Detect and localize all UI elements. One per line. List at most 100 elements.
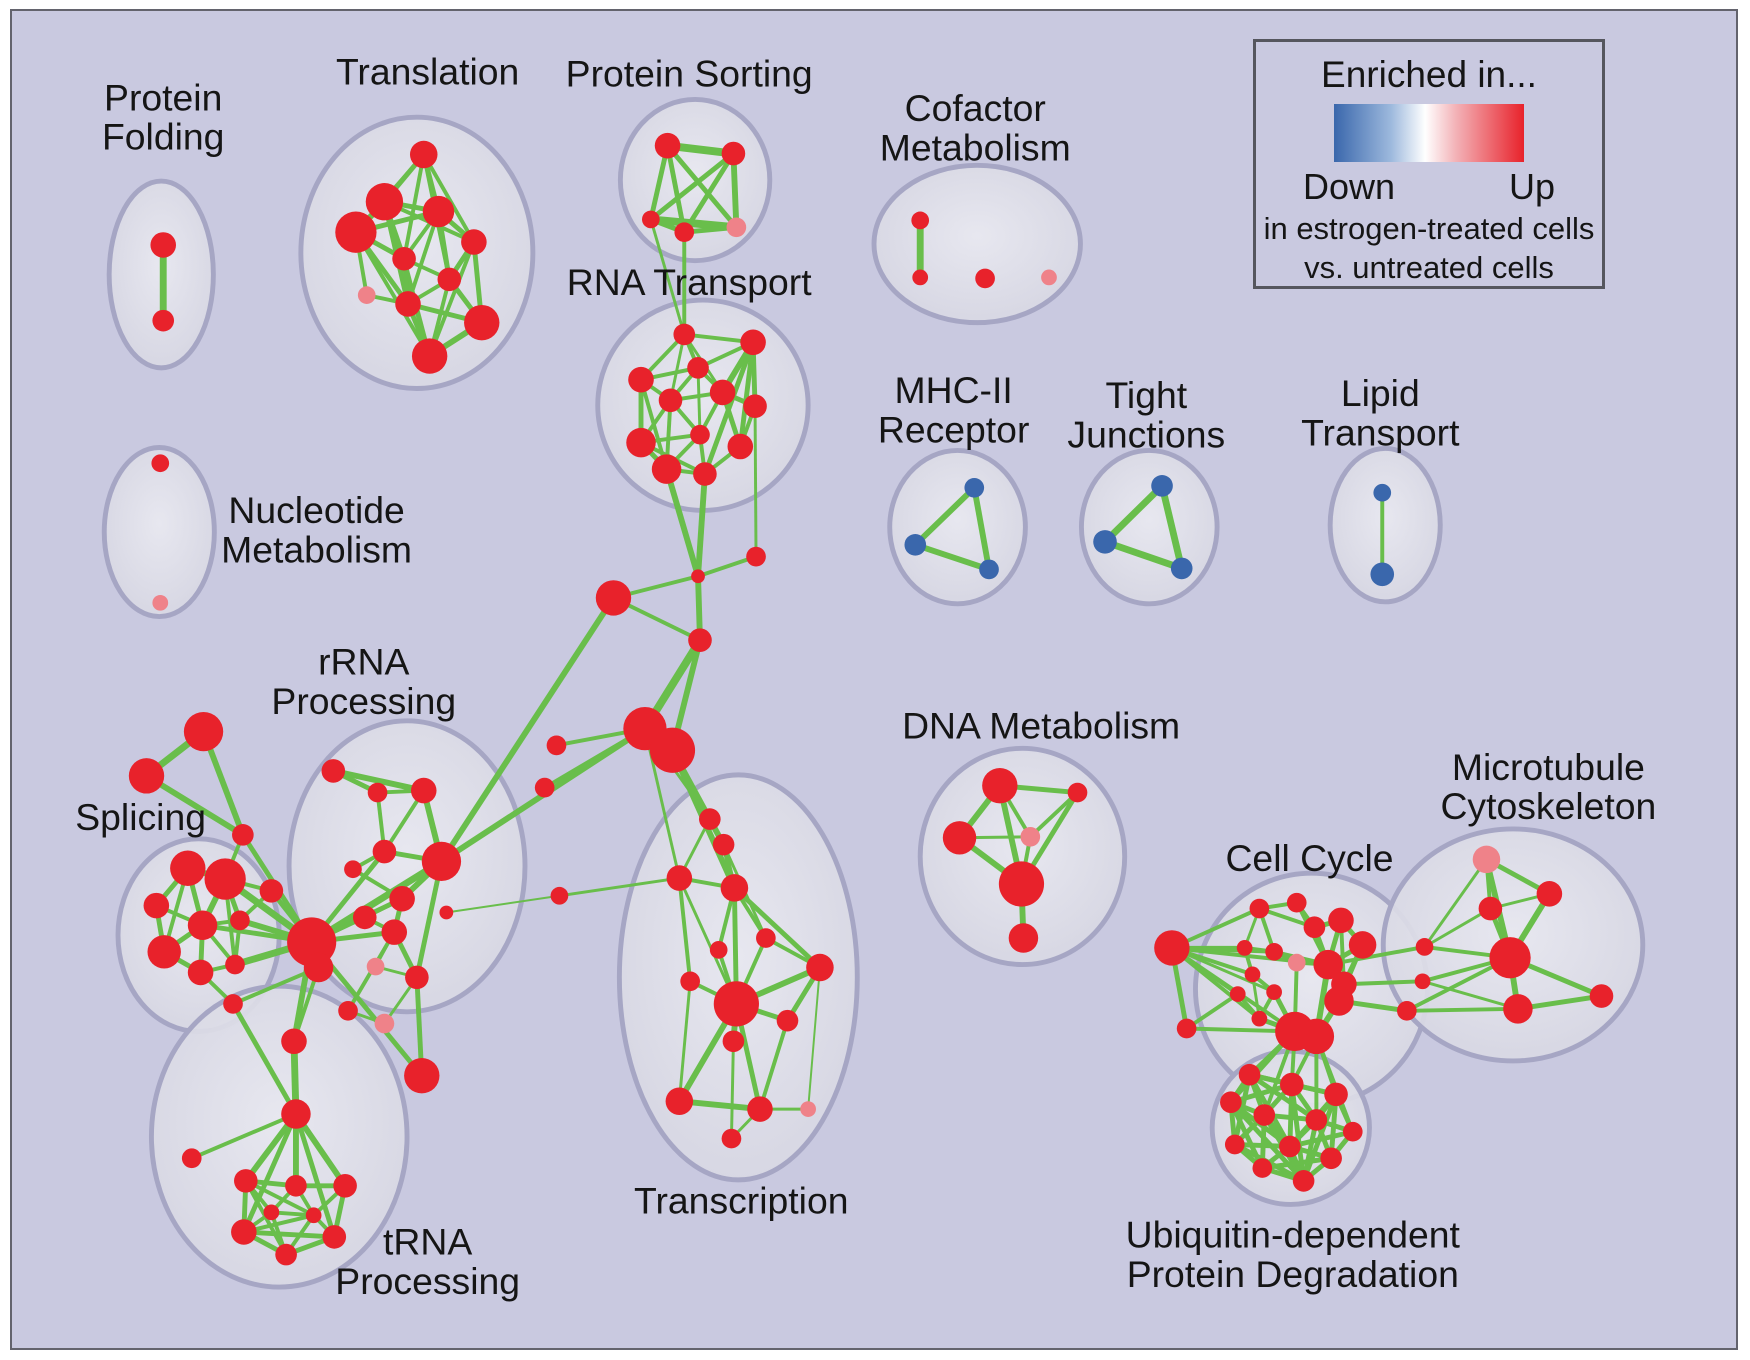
node-cc19[interactable]: [1414, 973, 1431, 990]
node-rt11[interactable]: [651, 454, 682, 484]
node-mth[interactable]: [1489, 937, 1531, 979]
node-rt5[interactable]: [658, 388, 683, 413]
node-mh1[interactable]: [964, 477, 985, 498]
node-cb2[interactable]: [1298, 1018, 1335, 1055]
node-rr8[interactable]: [381, 919, 408, 945]
node-mt3[interactable]: [1503, 994, 1533, 1024]
node-sp4[interactable]: [187, 910, 218, 941]
node-mt1[interactable]: [1536, 881, 1563, 907]
node-c6[interactable]: [534, 777, 555, 798]
node-tn6[interactable]: [275, 1243, 297, 1266]
node-c1[interactable]: [691, 569, 705, 584]
node-lt1[interactable]: [1373, 483, 1392, 502]
node-sp6[interactable]: [147, 935, 181, 969]
node-ps2[interactable]: [721, 141, 746, 166]
node-nm2[interactable]: [152, 594, 169, 611]
node-cf1[interactable]: [911, 211, 930, 230]
node-t13[interactable]: [800, 1101, 816, 1117]
node-mtp[interactable]: [1472, 845, 1501, 874]
node-cc8[interactable]: [1287, 953, 1306, 972]
node-ub9[interactable]: [1279, 1135, 1301, 1158]
node-mh2[interactable]: [904, 534, 927, 556]
node-t7[interactable]: [680, 971, 700, 992]
node-dm1[interactable]: [982, 767, 1018, 804]
node-cc13[interactable]: [1266, 984, 1282, 1000]
node-cf2[interactable]: [912, 269, 929, 286]
node-pf1[interactable]: [150, 232, 177, 258]
node-rr5[interactable]: [344, 860, 362, 879]
node-ub7[interactable]: [1342, 1121, 1363, 1142]
node-dm2[interactable]: [1067, 782, 1088, 803]
node-tj1[interactable]: [1151, 475, 1173, 497]
node-tb[interactable]: [128, 758, 165, 794]
node-ub5[interactable]: [1253, 1104, 1276, 1126]
node-tr7[interactable]: [437, 267, 462, 292]
node-cc16[interactable]: [1176, 1018, 1197, 1039]
node-tn5[interactable]: [322, 1225, 347, 1249]
node-sp10[interactable]: [223, 994, 243, 1014]
node-sp1[interactable]: [170, 850, 206, 886]
node-tr6[interactable]: [392, 246, 416, 271]
node-t6[interactable]: [709, 941, 728, 959]
node-sp5[interactable]: [230, 910, 250, 931]
node-cc17[interactable]: [1397, 1000, 1417, 1021]
node-cc14[interactable]: [1229, 986, 1246, 1002]
node-t4[interactable]: [720, 874, 749, 902]
node-dm5[interactable]: [998, 861, 1045, 907]
node-ub10[interactable]: [1320, 1147, 1342, 1170]
node-rr13[interactable]: [439, 905, 454, 920]
node-rr1[interactable]: [321, 759, 346, 783]
node-t12[interactable]: [747, 1096, 773, 1122]
node-c2[interactable]: [595, 580, 632, 616]
node-t14[interactable]: [721, 1128, 742, 1149]
node-cc1[interactable]: [1249, 898, 1270, 919]
node-ub2[interactable]: [1280, 1072, 1304, 1097]
node-t9[interactable]: [776, 1009, 799, 1032]
node-cc3[interactable]: [1303, 916, 1326, 939]
node-sp2[interactable]: [204, 858, 246, 900]
node-sp7[interactable]: [187, 959, 214, 986]
node-lt2[interactable]: [1370, 562, 1395, 587]
node-tj2[interactable]: [1093, 530, 1117, 554]
node-cc18[interactable]: [1415, 938, 1434, 956]
node-rt1[interactable]: [673, 323, 696, 346]
node-rr4[interactable]: [372, 839, 397, 864]
node-t8[interactable]: [806, 953, 834, 982]
node-ub11[interactable]: [1252, 1158, 1273, 1178]
node-cc11[interactable]: [1324, 986, 1354, 1016]
node-cc12[interactable]: [1244, 966, 1261, 983]
node-tr10[interactable]: [464, 304, 500, 341]
node-cc5[interactable]: [1348, 931, 1377, 959]
node-rt3[interactable]: [628, 366, 654, 393]
node-ta[interactable]: [183, 711, 224, 752]
node-ps1[interactable]: [654, 132, 681, 159]
node-cc15[interactable]: [1251, 1010, 1268, 1027]
node-t5[interactable]: [756, 928, 776, 948]
node-dm6[interactable]: [1008, 923, 1039, 953]
node-tr5[interactable]: [461, 229, 487, 255]
node-rt8[interactable]: [626, 427, 656, 458]
node-rrb[interactable]: [421, 841, 462, 882]
node-rr10[interactable]: [405, 965, 429, 990]
node-tr11[interactable]: [411, 338, 448, 374]
node-ub1[interactable]: [1238, 1063, 1261, 1086]
node-sp8[interactable]: [225, 954, 245, 975]
node-t11[interactable]: [665, 1087, 694, 1116]
node-tr1[interactable]: [409, 140, 438, 169]
node-sp3[interactable]: [143, 892, 170, 919]
node-cc2[interactable]: [1286, 892, 1307, 913]
node-dm4[interactable]: [1020, 826, 1041, 847]
node-ps5[interactable]: [726, 217, 747, 238]
node-c3[interactable]: [746, 546, 766, 567]
node-tn1[interactable]: [234, 1169, 258, 1193]
node-rr3[interactable]: [410, 777, 437, 804]
node-rt6[interactable]: [709, 379, 736, 406]
node-cf4[interactable]: [1041, 269, 1057, 286]
node-sp9[interactable]: [259, 879, 284, 903]
node-rt10[interactable]: [727, 433, 754, 460]
node-tj3[interactable]: [1170, 557, 1193, 580]
node-tnh[interactable]: [281, 1099, 311, 1129]
node-ub8[interactable]: [1224, 1134, 1245, 1155]
node-nm1[interactable]: [151, 454, 170, 473]
node-t10[interactable]: [722, 1030, 745, 1053]
